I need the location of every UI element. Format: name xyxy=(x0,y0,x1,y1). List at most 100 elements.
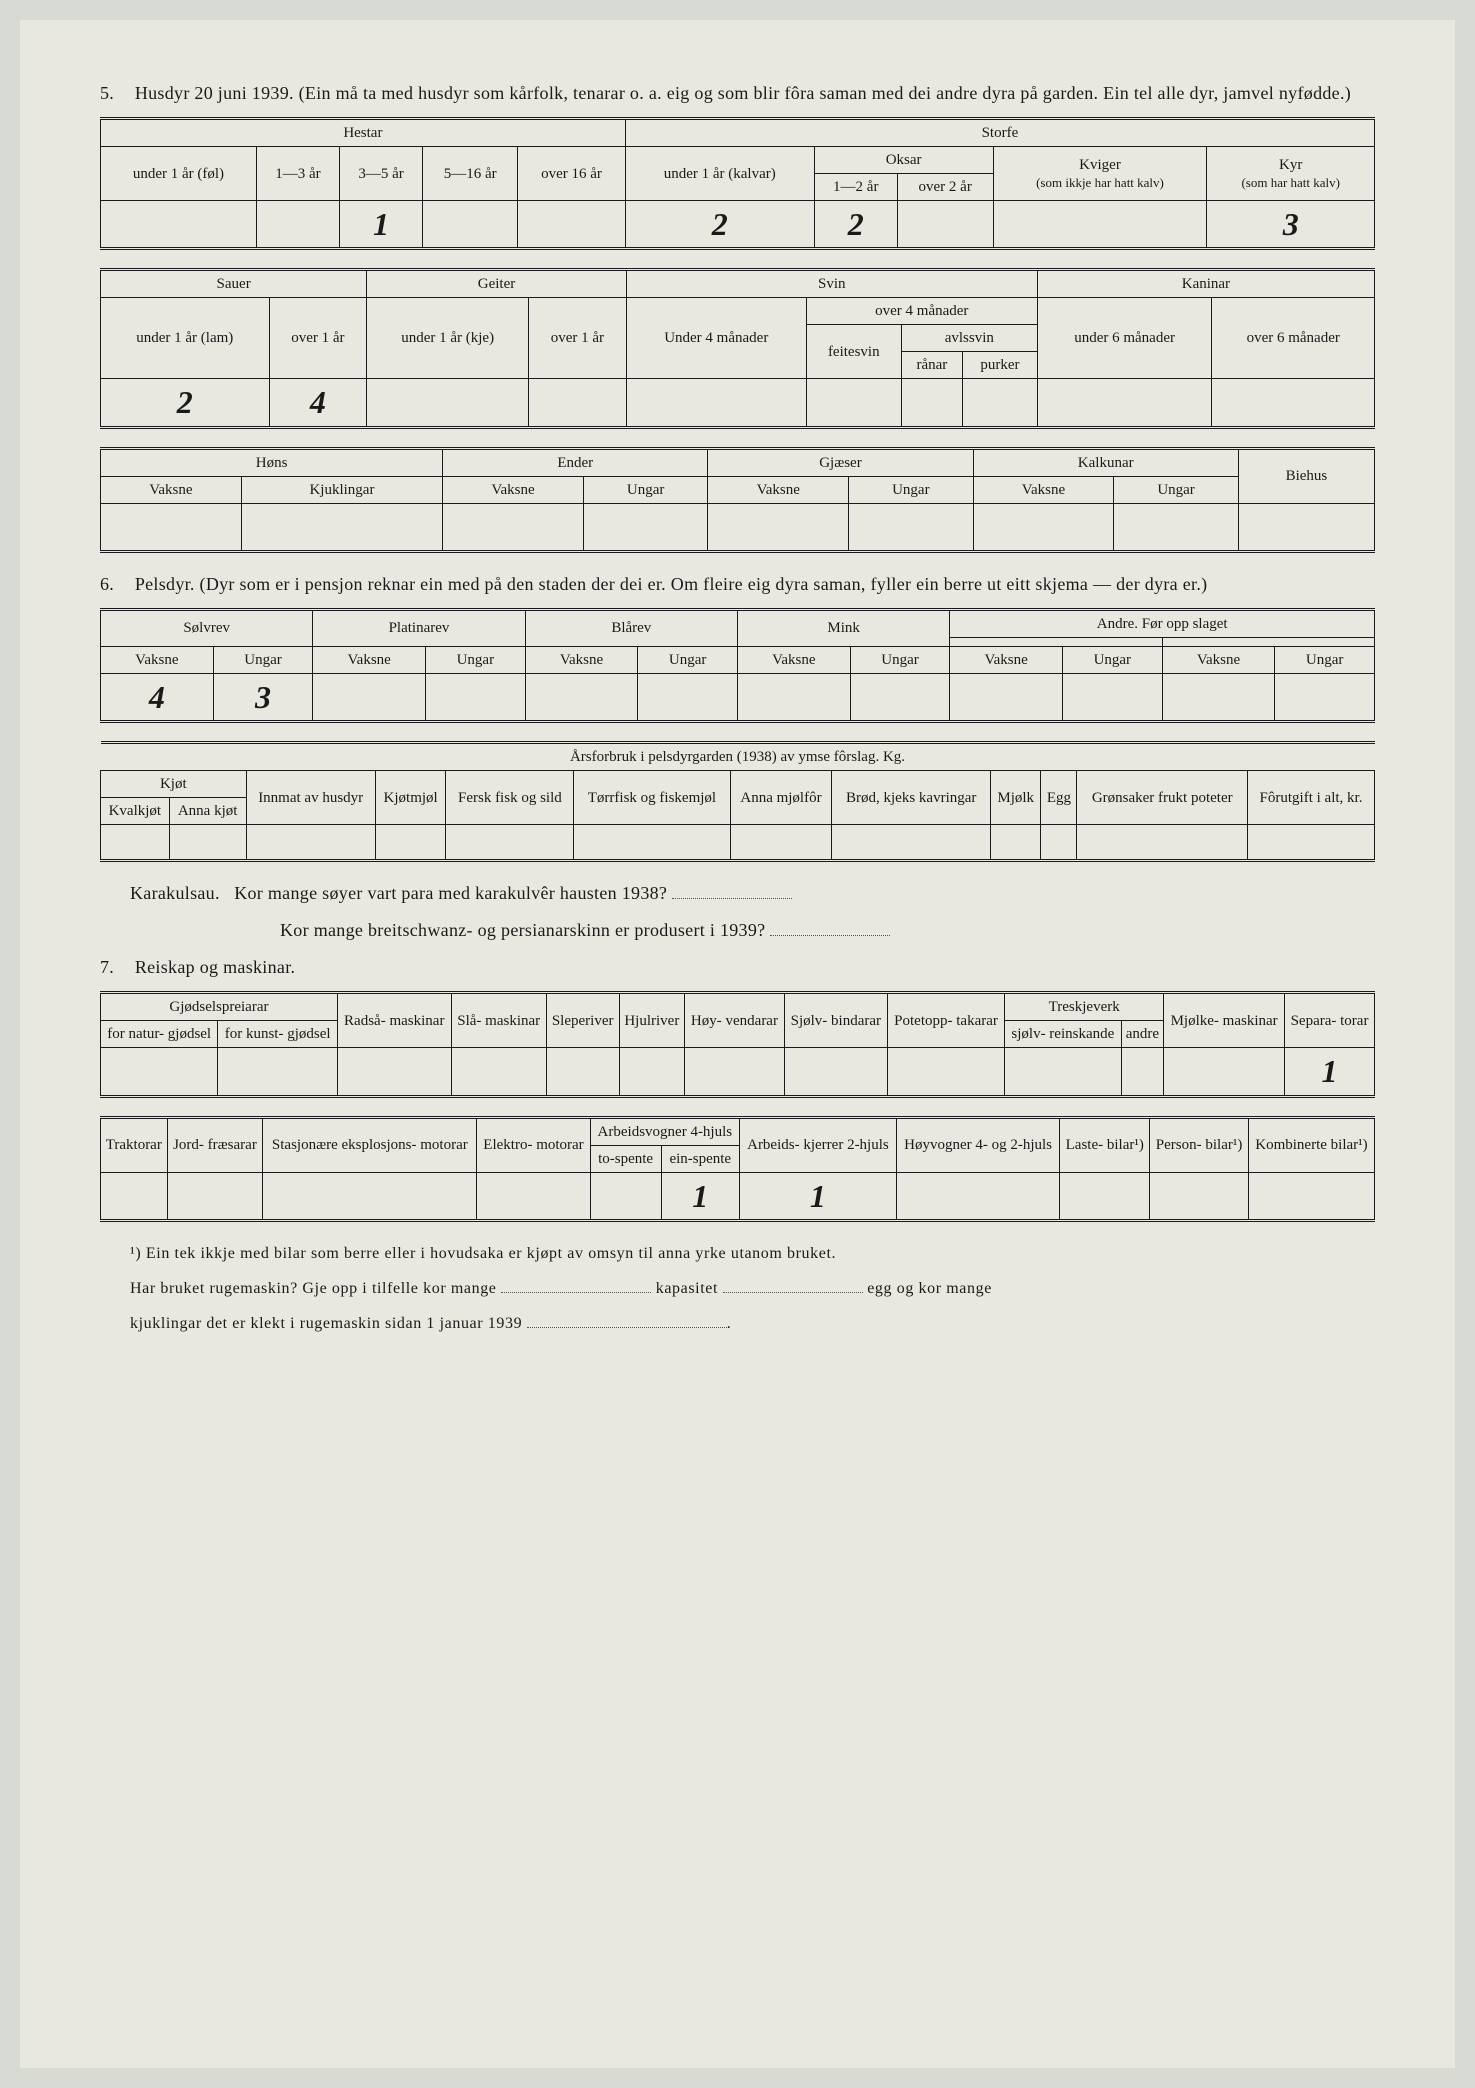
val-kje[interactable] xyxy=(367,379,529,427)
val-purker[interactable] xyxy=(963,379,1038,427)
val-egg[interactable] xyxy=(1041,825,1077,861)
val-p-v[interactable] xyxy=(313,673,426,721)
col-hoyvogner: Høyvogner 4- og 2-hjuls xyxy=(896,1117,1059,1172)
val-m-u[interactable] xyxy=(850,673,950,721)
val-1-2ar[interactable]: 2 xyxy=(814,201,897,249)
val-mjolke[interactable] xyxy=(1164,1048,1285,1096)
rugemaskin-q2: kjuklingar det er klekt i rugemaskin sid… xyxy=(100,1310,1375,1339)
val-a1-u[interactable] xyxy=(1063,673,1163,721)
col-sla: Slå- maskinar xyxy=(451,993,546,1048)
val-a2-v[interactable] xyxy=(1162,673,1275,721)
val-potet[interactable] xyxy=(887,1048,1004,1096)
val-sleperiver[interactable] xyxy=(546,1048,619,1096)
val-kyr[interactable]: 3 xyxy=(1207,201,1375,249)
col-oksar: Oksar xyxy=(814,147,993,174)
val-brod[interactable] xyxy=(832,825,991,861)
val-feitesvin[interactable] xyxy=(806,379,901,427)
val-kalk-v[interactable] xyxy=(973,503,1114,551)
val-laste[interactable] xyxy=(1060,1172,1150,1220)
rugemaskin-blank3[interactable] xyxy=(527,1313,727,1327)
val-s-v[interactable]: 4 xyxy=(101,673,214,721)
col-jord: Jord- fræsarar xyxy=(167,1117,263,1172)
karakul-blank1[interactable] xyxy=(672,883,792,899)
val-b-u[interactable] xyxy=(638,673,738,721)
val-gjaeser-v[interactable] xyxy=(708,503,849,551)
val-stasjo[interactable] xyxy=(263,1172,477,1220)
val-hons-k[interactable] xyxy=(241,503,442,551)
val-forutgift[interactable] xyxy=(1248,825,1375,861)
val-kalk-u[interactable] xyxy=(1114,503,1238,551)
val-kalvar[interactable]: 2 xyxy=(625,201,814,249)
rugemaskin-blank2[interactable] xyxy=(723,1278,863,1292)
val-andre[interactable] xyxy=(1121,1048,1164,1096)
val-gjaeser-u[interactable] xyxy=(849,503,973,551)
val-p-u[interactable] xyxy=(426,673,526,721)
val-sla[interactable] xyxy=(451,1048,546,1096)
val-einspente[interactable]: 1 xyxy=(661,1172,739,1220)
table-sauer-svin: Sauer Geiter Svin Kaninar under 1 år (la… xyxy=(100,268,1375,428)
val-ender-u[interactable] xyxy=(583,503,707,551)
val-hoy[interactable] xyxy=(685,1048,785,1096)
val-kombi[interactable] xyxy=(1248,1172,1374,1220)
val-sjolvr[interactable] xyxy=(1005,1048,1121,1096)
val-ranar[interactable] xyxy=(901,379,962,427)
col-biehus: Biehus xyxy=(1238,448,1374,503)
val-s-u[interactable]: 3 xyxy=(213,673,313,721)
karakul-blank2[interactable] xyxy=(770,920,890,936)
val-hjulriver[interactable] xyxy=(619,1048,685,1096)
val-kval[interactable] xyxy=(101,825,170,861)
val-b-v[interactable] xyxy=(525,673,638,721)
val-innmat[interactable] xyxy=(246,825,375,861)
val-sau-over1[interactable]: 4 xyxy=(269,379,367,427)
val-under4m[interactable] xyxy=(626,379,806,427)
col-annamjol: Anna mjølfôr xyxy=(730,771,832,825)
val-fersk[interactable] xyxy=(446,825,574,861)
col-1-3: 1—3 år xyxy=(256,147,339,201)
section6-title: Pelsdyr. (Dyr som er i pensjon reknar ei… xyxy=(135,574,1208,594)
col-1-2ar: 1—2 år xyxy=(814,174,897,201)
val-kunst[interactable] xyxy=(218,1048,337,1096)
val-traktorar[interactable] xyxy=(101,1172,168,1220)
val-1-3[interactable] xyxy=(256,201,339,249)
col-sleperiver: Sleperiver xyxy=(546,993,619,1048)
val-kanin-o6[interactable] xyxy=(1212,379,1375,427)
val-m-v[interactable] xyxy=(737,673,850,721)
val-mjolk[interactable] xyxy=(991,825,1041,861)
val-torr[interactable] xyxy=(574,825,730,861)
table-hestar-storfe: Hestar Storfe under 1 år (føl) 1—3 år 3—… xyxy=(100,117,1375,250)
val-a1-v[interactable] xyxy=(950,673,1063,721)
val-natur[interactable] xyxy=(101,1048,218,1096)
col-gronsaker: Grønsaker frukt poteter xyxy=(1077,771,1248,825)
val-kanin-u6[interactable] xyxy=(1037,379,1212,427)
val-5-16[interactable] xyxy=(423,201,518,249)
val-separa[interactable]: 1 xyxy=(1285,1048,1375,1096)
val-tospente[interactable] xyxy=(590,1172,661,1220)
val-ender-v[interactable] xyxy=(443,503,584,551)
col-kalk-vaksne: Vaksne xyxy=(973,476,1114,503)
col-torr: Tørrfisk og fiskemjøl xyxy=(574,771,730,825)
val-lam[interactable]: 2 xyxy=(101,379,270,427)
val-radsa[interactable] xyxy=(337,1048,451,1096)
val-annakjot[interactable] xyxy=(169,825,246,861)
val-kjotmjol[interactable] xyxy=(375,825,446,861)
val-elektro[interactable] xyxy=(477,1172,590,1220)
val-annamjol[interactable] xyxy=(730,825,832,861)
val-person[interactable] xyxy=(1150,1172,1249,1220)
val-hons-v[interactable] xyxy=(101,503,242,551)
val-fol[interactable] xyxy=(101,201,257,249)
val-kviger[interactable] xyxy=(993,201,1207,249)
val-sjolv[interactable] xyxy=(784,1048,887,1096)
val-gronsaker[interactable] xyxy=(1077,825,1248,861)
val-over2ar[interactable] xyxy=(897,201,993,249)
col-person: Person- bilar¹) xyxy=(1150,1117,1249,1172)
val-over16[interactable] xyxy=(518,201,626,249)
col-ender-ungar: Ungar xyxy=(583,476,707,503)
val-geit-over1[interactable] xyxy=(529,379,627,427)
val-arbeidskjerrer[interactable]: 1 xyxy=(740,1172,897,1220)
val-3-5[interactable]: 1 xyxy=(340,201,423,249)
val-a2-u[interactable] xyxy=(1275,673,1375,721)
rugemaskin-blank1[interactable] xyxy=(501,1278,651,1292)
val-biehus[interactable] xyxy=(1238,503,1374,551)
val-jord[interactable] xyxy=(167,1172,263,1220)
val-hoyvogner[interactable] xyxy=(896,1172,1059,1220)
